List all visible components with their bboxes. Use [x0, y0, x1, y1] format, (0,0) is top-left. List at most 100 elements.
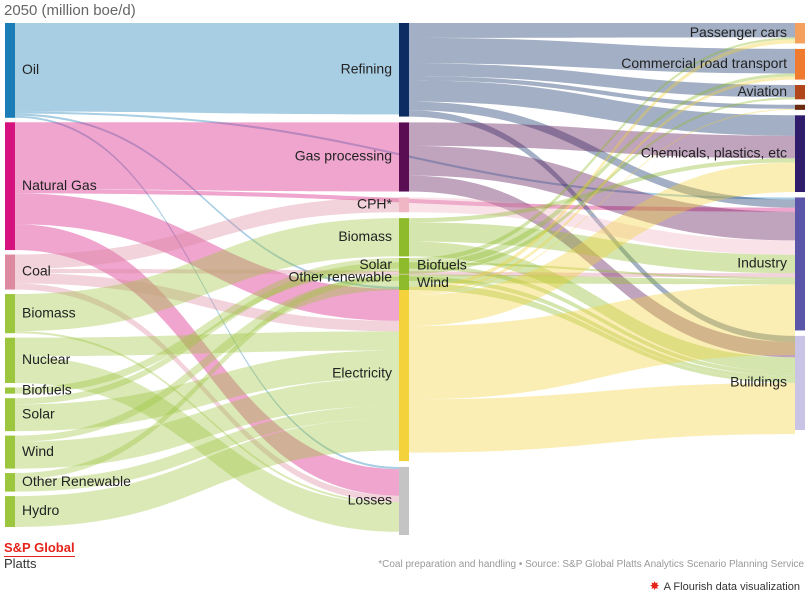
sankey-link-refining-aviation[interactable]: [409, 63, 795, 98]
sankey-link-solar_p-solar_t[interactable]: [15, 262, 399, 405]
sankey-link-oil-refining[interactable]: [15, 23, 399, 115]
sankey-node-biofuels_p[interactable]: [5, 387, 15, 394]
sankey-node-gasproc[interactable]: [399, 122, 409, 192]
sankey-link-wind_t-industry[interactable]: [409, 276, 795, 285]
sankey-label-gasproc: Gas processing: [295, 148, 392, 164]
sankey-label-aviation: Aviation: [737, 83, 787, 99]
sankey-node-biomass_t[interactable]: [399, 218, 409, 257]
sankey-node-buildings[interactable]: [795, 335, 805, 430]
sankey-label-cph: CPH*: [357, 196, 393, 212]
sankey-node-chemicals[interactable]: [795, 115, 805, 193]
sankey-link-solar_t-buildings[interactable]: [409, 264, 795, 376]
sankey-link-refining-buildings[interactable]: [409, 110, 795, 343]
sankey-link-biofuels_t-commercial[interactable]: [409, 73, 795, 270]
brand-logo: S&P Global Platts: [4, 541, 75, 571]
sankey-label-commercial: Commercial road transport: [621, 55, 787, 71]
sankey-link-coal-cph[interactable]: [15, 197, 399, 269]
sankey-label-other_t: Other renewable: [288, 268, 392, 284]
sankey-link-cph-industry[interactable]: [409, 197, 795, 255]
sankey-node-refining[interactable]: [399, 23, 409, 117]
flourish-star-icon: ✸: [649, 579, 660, 593]
sankey-label-other_p: Other Renewable: [22, 473, 131, 489]
sankey-label-losses: Losses: [348, 492, 392, 508]
sankey-node-cph[interactable]: [399, 197, 409, 213]
credit-text: A Flourish data visualization: [663, 581, 800, 593]
sankey-label-biomass_p: Biomass: [22, 304, 76, 320]
sankey-node-marine[interactable]: [795, 104, 805, 110]
sankey-label-biofuels_p: Biofuels: [22, 381, 72, 397]
sankey-node-coal[interactable]: [5, 254, 15, 290]
sankey-link-gas-losses[interactable]: [15, 224, 399, 496]
sankey-link-gas-electricity[interactable]: [15, 193, 399, 321]
sankey-nodes: [5, 23, 805, 535]
sankey-label-buildings: Buildings: [730, 374, 787, 390]
sankey-link-nuclear-losses[interactable]: [15, 356, 399, 532]
sankey-link-gasproc-chemicals[interactable]: [409, 122, 795, 159]
sankey-link-biofuels_t-cars[interactable]: [409, 37, 795, 263]
sankey-link-electricity-chemicals[interactable]: [409, 162, 795, 327]
sankey-node-nuclear[interactable]: [5, 337, 15, 384]
sankey-node-wind_t[interactable]: [399, 276, 409, 290]
sankey-link-wind_t-buildings[interactable]: [409, 283, 795, 383]
sankey-node-hydro[interactable]: [5, 496, 15, 527]
sankey-link-electricity-industry[interactable]: [409, 284, 795, 400]
sankey-label-solar_p: Solar: [22, 405, 55, 421]
sankey-link-refining-commercial[interactable]: [409, 37, 795, 74]
sankey-link-refining-marine[interactable]: [409, 76, 795, 109]
sankey-node-commercial[interactable]: [795, 48, 805, 80]
sankey-label-solar_t: Solar: [359, 256, 392, 272]
sankey-link-gasproc-buildings[interactable]: [409, 175, 795, 358]
sankey-link-electricity-commercial[interactable]: [409, 76, 795, 295]
sankey-link-refining-chemicals[interactable]: [409, 80, 795, 136]
sankey-link-biomass_t-chemicals[interactable]: [409, 158, 795, 223]
sankey-link-oil-electricity[interactable]: [15, 113, 399, 289]
flourish-credit[interactable]: ✸ A Flourish data visualization: [650, 579, 800, 593]
sankey-link-electricity-cars[interactable]: [409, 39, 795, 291]
sankey-node-oil[interactable]: [5, 23, 15, 118]
sankey-link-biofuels_t-aviation[interactable]: [409, 97, 795, 274]
sankey-link-other_p-electricity[interactable]: [15, 405, 399, 492]
sankey-link-coal-electricity[interactable]: [15, 273, 399, 332]
sankey-link-other_t-buildings[interactable]: [409, 276, 795, 380]
sankey-node-industry[interactable]: [795, 197, 805, 331]
sankey-link-other_t-industry[interactable]: [409, 274, 795, 282]
sankey-link-other_p-other_t[interactable]: [15, 274, 399, 480]
sankey-link-biomass_t-buildings[interactable]: [409, 241, 795, 372]
source-footnote: *Coal preparation and handling • Source:…: [378, 559, 804, 570]
sankey-link-biomass_p-biomass_t[interactable]: [15, 218, 399, 332]
sankey-label-biomass_t: Biomass: [338, 228, 392, 244]
sankey-node-losses[interactable]: [399, 466, 409, 535]
sankey-node-cars[interactable]: [795, 23, 805, 44]
sankey-link-wind_p-wind_t[interactable]: [15, 276, 399, 442]
sankey-link-electricity-marine[interactable]: [409, 108, 795, 296]
sankey-node-biomass_p[interactable]: [5, 294, 15, 334]
sankey-link-gasproc-industry[interactable]: [409, 145, 795, 241]
sankey-link-coal-losses[interactable]: [15, 283, 399, 503]
sankey-node-biofuels_t[interactable]: [399, 258, 409, 274]
sankey-link-nuclear-electricity[interactable]: [15, 331, 399, 357]
sankey-link-refining-cars[interactable]: [409, 23, 795, 38]
sankey-link-biomass_t-industry[interactable]: [409, 222, 795, 274]
sankey-link-refining-industry[interactable]: [409, 101, 795, 208]
sankey-node-aviation[interactable]: [795, 85, 805, 100]
sankey-node-other_p[interactable]: [5, 473, 15, 492]
sankey-node-solar_p[interactable]: [5, 398, 15, 432]
sankey-link-biomass_p-losses[interactable]: [15, 331, 399, 505]
sankey-label-chemicals: Chemicals, plastics, etc: [641, 144, 787, 160]
sankey-link-electricity-buildings[interactable]: [409, 382, 795, 453]
sankey-link-hydro-electricity[interactable]: [15, 418, 399, 527]
sankey-link-wind_p-electricity[interactable]: [15, 378, 399, 469]
sankey-link-biofuels_p-biofuels_t[interactable]: [15, 258, 399, 394]
sankey-link-gas-gasproc[interactable]: [15, 122, 399, 192]
sankey-label-coal: Coal: [22, 263, 51, 279]
sankey-node-gas[interactable]: [5, 122, 15, 251]
sankey-label-refining: Refining: [341, 60, 392, 76]
logo-line-1: S&P Global: [4, 540, 75, 557]
sankey-link-solar_p-electricity[interactable]: [15, 350, 399, 432]
sankey-links: [15, 23, 795, 532]
sankey-node-electricity[interactable]: [399, 286, 409, 462]
sankey-node-wind_p[interactable]: [5, 435, 15, 469]
sankey-label-oil: Oil: [22, 61, 39, 77]
sankey-link-solar_t-industry[interactable]: [409, 262, 795, 280]
sankey-link-oil-losses[interactable]: [15, 115, 399, 470]
